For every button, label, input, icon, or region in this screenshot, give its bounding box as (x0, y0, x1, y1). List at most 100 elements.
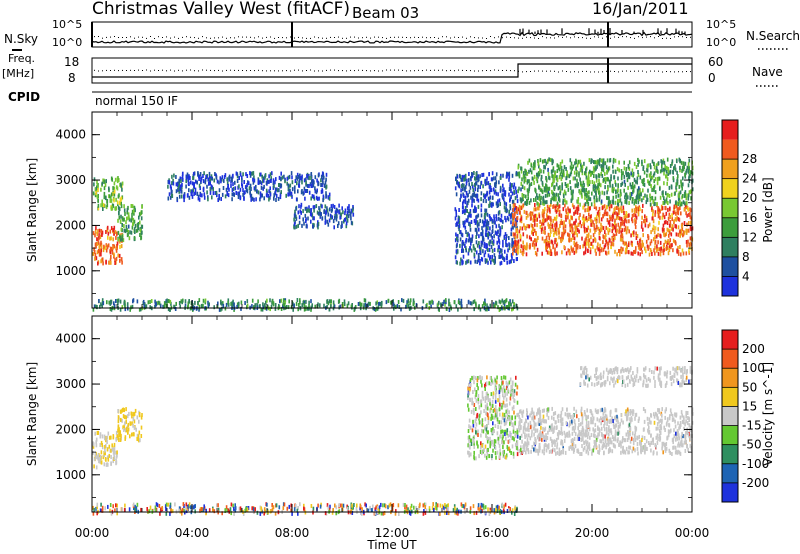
power-cell (535, 176, 538, 181)
power-cell (287, 175, 290, 180)
power-cell (473, 198, 475, 203)
power-cell (564, 191, 567, 196)
power-cell (508, 304, 510, 309)
power-cell (181, 185, 183, 190)
power-cell (328, 192, 331, 197)
power-cell (505, 218, 507, 223)
power-cell (679, 168, 681, 173)
power-cell (503, 187, 505, 192)
power-cell (274, 303, 277, 307)
power-cell (519, 249, 522, 254)
power-cell (672, 248, 674, 253)
velocity-cell (491, 399, 494, 404)
power-cell (462, 223, 465, 228)
power-cell (508, 209, 510, 214)
power-cell (454, 186, 457, 191)
power-cell (594, 185, 597, 190)
power-cell (567, 173, 569, 178)
power-cell (268, 189, 270, 194)
nave-dot (566, 71, 567, 72)
nsearch-dot (302, 37, 303, 39)
velocity-cell (509, 389, 512, 394)
power-cell (292, 302, 294, 306)
power-cell (589, 250, 592, 255)
power-cell (209, 190, 212, 195)
power-cell (496, 240, 498, 245)
power-cell (660, 159, 662, 164)
power-cell (623, 166, 626, 171)
power-cell (623, 188, 625, 193)
power-cell (220, 307, 222, 312)
power-cell (251, 304, 253, 309)
power-cell (134, 224, 137, 228)
power-cell (546, 208, 549, 213)
power-cell (390, 300, 392, 305)
velocity-cell (470, 409, 473, 414)
power-cell (509, 204, 511, 209)
power-cell (339, 215, 341, 220)
nsearch-dot (570, 37, 571, 39)
power-cell (210, 174, 213, 179)
velocity-cell (498, 394, 501, 399)
power-cell (543, 201, 545, 206)
power-cell (657, 240, 659, 245)
velocity-cell (94, 431, 96, 436)
power-cell (460, 188, 462, 193)
power-cell (131, 216, 133, 221)
power-cell (329, 213, 332, 218)
power-cell (533, 162, 535, 167)
power-cell (675, 182, 678, 187)
power-cell (676, 159, 678, 164)
power-cell (316, 304, 319, 309)
power-cell (462, 205, 464, 210)
power-cell (100, 229, 103, 233)
power-cell (563, 194, 565, 199)
power-cell (279, 183, 281, 187)
power-cell (607, 220, 610, 225)
nave-dot (482, 70, 483, 72)
velocity-cell (498, 390, 501, 395)
beam-label: Beam 03 (352, 4, 419, 22)
velocity-cell (504, 415, 507, 420)
power-cell (549, 217, 552, 221)
velocity-cell (130, 411, 133, 416)
power-cell (679, 200, 681, 205)
power-cell (215, 175, 218, 180)
nave-dot (554, 70, 555, 72)
power-cell (647, 246, 649, 251)
power-cell (542, 218, 545, 223)
power-cell (650, 176, 653, 180)
power-cell (652, 209, 654, 214)
power-cell (237, 304, 240, 309)
power-cell (465, 190, 468, 195)
nsearch-dot (650, 36, 651, 38)
power-cell (193, 191, 195, 196)
power-cell (675, 185, 677, 190)
velocity-cell (486, 451, 489, 456)
power-cell (462, 193, 465, 198)
power-cell (102, 301, 104, 306)
power-cell (307, 208, 309, 213)
power-cell (533, 174, 536, 179)
power-cell (301, 223, 303, 228)
nsearch-dot (666, 37, 667, 39)
power-cell (129, 307, 131, 312)
freq-panel-frame (91, 57, 693, 84)
power-cell (584, 238, 587, 243)
power-cell (296, 298, 299, 302)
power-cell (598, 195, 601, 200)
power-cell (465, 248, 467, 253)
power-cell (688, 166, 690, 171)
power-cell (496, 231, 498, 236)
power-cell (177, 185, 180, 190)
power-cell (590, 160, 592, 164)
nsky-trace (91, 22, 693, 47)
power-cell (510, 232, 512, 237)
power-cell (514, 235, 517, 240)
velocity-cell (473, 380, 475, 385)
power-cell (475, 215, 477, 220)
power-cell (459, 301, 461, 306)
velocity-cell (491, 404, 494, 408)
power-cell (326, 219, 329, 224)
freq-label-1: Freq. (8, 52, 35, 65)
